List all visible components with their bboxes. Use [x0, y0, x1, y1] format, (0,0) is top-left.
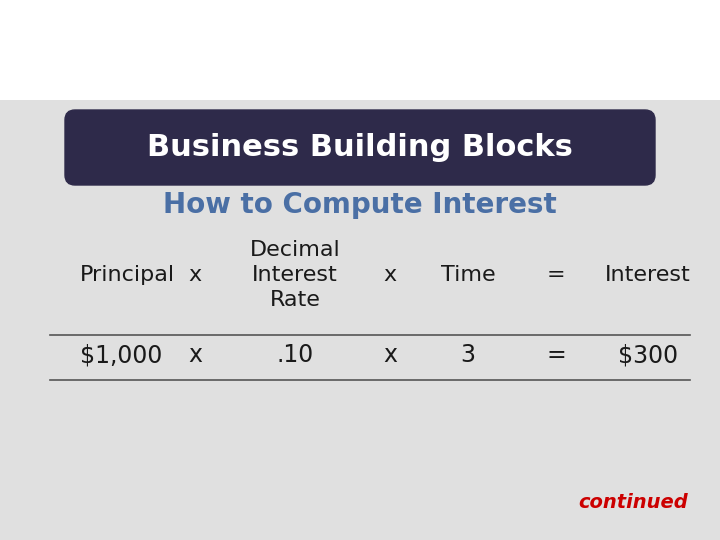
Text: Interest: Interest [605, 265, 691, 285]
Text: How to Compute Interest: How to Compute Interest [163, 191, 557, 219]
Bar [0, 100, 720, 540]
Text: Business Building Blocks: Business Building Blocks [147, 133, 573, 162]
Text: .10: .10 [276, 343, 314, 367]
Text: x: x [384, 265, 397, 285]
Text: $300: $300 [618, 343, 678, 367]
Text: x: x [383, 343, 397, 367]
FancyBboxPatch shape [65, 110, 655, 185]
Text: x: x [189, 265, 202, 285]
Text: x: x [188, 343, 202, 367]
Text: Decimal
Interest
Rate: Decimal Interest Rate [250, 240, 341, 310]
Text: =: = [546, 343, 566, 367]
Text: Principal: Principal [80, 265, 175, 285]
Text: =: = [546, 265, 565, 285]
Text: 3: 3 [461, 343, 475, 367]
Text: continued: continued [578, 492, 688, 511]
Text: $1,000: $1,000 [80, 343, 163, 367]
Text: Time: Time [441, 265, 495, 285]
